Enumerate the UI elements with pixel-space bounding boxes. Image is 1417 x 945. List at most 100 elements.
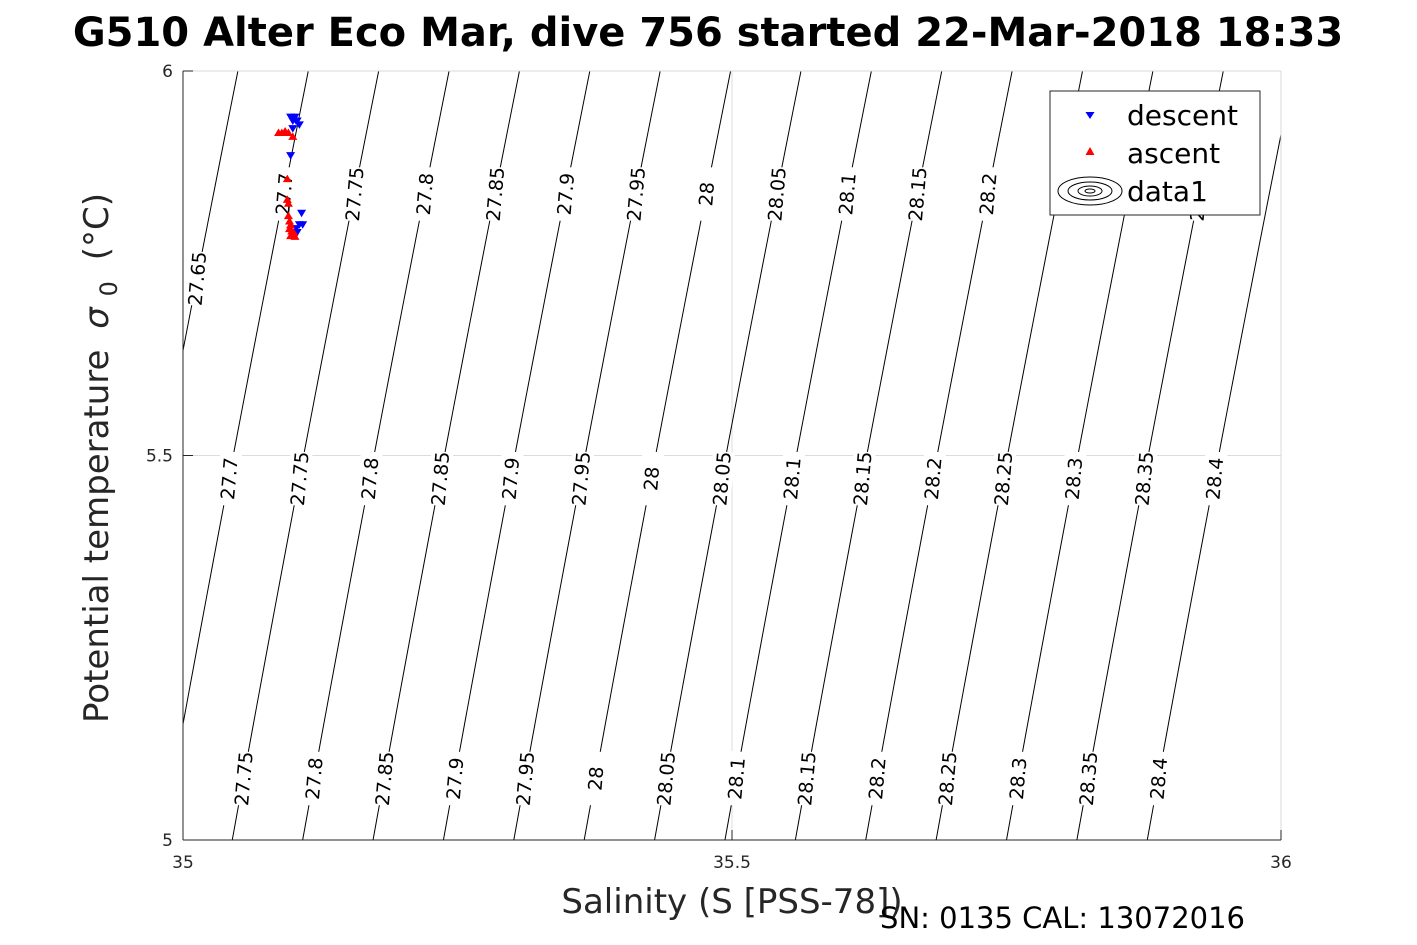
contour-label: 27.65 xyxy=(183,250,211,307)
contour-label-bg xyxy=(356,450,383,507)
x-tick-label: 35.5 xyxy=(713,853,751,873)
contour-label-bg xyxy=(708,450,735,507)
y-axis-label-symbol: σ xyxy=(77,306,117,329)
contour-label-text: 27.8 xyxy=(413,172,439,216)
contour-label-text: 27.9 xyxy=(554,172,580,216)
contour-label-text: 28.35 xyxy=(1076,751,1103,807)
x-tick-label: 35 xyxy=(172,853,194,873)
contour-label-bg xyxy=(511,750,539,807)
contour-label-text: 28.4 xyxy=(1147,757,1173,801)
contour-label-bg xyxy=(933,750,961,807)
contour-label: 27.75 xyxy=(340,166,369,222)
contour-label: 27.8 xyxy=(356,450,384,507)
y-tick-label: 5 xyxy=(162,831,173,851)
contour-label-text: 27.8 xyxy=(302,757,328,801)
contour-label-bg xyxy=(848,450,876,507)
contour-label-bg xyxy=(481,166,509,222)
contour-label-bg xyxy=(285,450,313,507)
contour-label-text: 27.95 xyxy=(513,751,540,807)
ascent-point xyxy=(288,132,298,140)
contour-label: 28 xyxy=(692,166,720,222)
contour-label: 28.05 xyxy=(708,451,736,507)
contour-label: 28.4 xyxy=(1200,450,1228,507)
contour-label-text: 27.75 xyxy=(231,751,258,807)
contour-label: 27.9 xyxy=(441,750,468,807)
contour-label: 28.1 xyxy=(722,750,750,807)
contour-label-text: 27.8 xyxy=(358,457,384,501)
contour-label-text: 28.15 xyxy=(905,166,932,222)
contour-label-text: 27.9 xyxy=(499,457,525,501)
contour-label-bg xyxy=(863,750,891,807)
contour-label-bg xyxy=(778,450,806,507)
contour-label-text: 27.85 xyxy=(483,166,510,222)
descent-point xyxy=(297,209,307,218)
contour-label-bg xyxy=(497,450,524,507)
contour-label: 27.9 xyxy=(552,166,580,222)
contour-label-bg xyxy=(1130,450,1158,507)
contour-label: 28.35 xyxy=(1074,751,1103,807)
contour-label-text: 28.05 xyxy=(764,166,791,222)
legend-contour-icon xyxy=(1057,176,1123,206)
contour-label: 28.2 xyxy=(919,450,947,507)
y-tick-label: 6 xyxy=(162,62,173,82)
contour-label: 28.3 xyxy=(1004,750,1032,807)
contour-label: 27.7 xyxy=(270,166,298,222)
contour-label: 28.2 xyxy=(863,750,891,807)
contour-label: 27.8 xyxy=(300,750,328,807)
contour-label-text: 28.15 xyxy=(850,451,877,507)
y-axis-label: Potential temperature σ 0 (°C) xyxy=(77,193,126,723)
contour-label-bg xyxy=(183,250,211,307)
contour-label-bg xyxy=(1145,750,1172,807)
descent-point xyxy=(298,221,308,229)
contour-label-text: 28 xyxy=(584,766,608,792)
contour-label: 28 xyxy=(582,750,609,807)
contour-label-bg xyxy=(833,166,861,222)
contour-label: 28.05 xyxy=(652,751,680,807)
contour-label-bg xyxy=(1004,750,1032,807)
contour-label: 27.9 xyxy=(497,450,525,507)
tick-labels: 35 35.5 36 5 5.5 6 xyxy=(146,62,1292,873)
contour-label-bg xyxy=(340,166,368,222)
contour-label-bg xyxy=(637,450,665,507)
contour-label-bg xyxy=(974,166,1002,222)
contour-label-bg xyxy=(582,750,609,807)
contour-label-text: 27.85 xyxy=(428,451,455,507)
contour-label: 27.75 xyxy=(230,751,258,807)
legend-data1-label: data1 xyxy=(1127,175,1208,208)
contour-label-text: 28.2 xyxy=(976,172,1002,216)
contour-label-text: 27.7 xyxy=(217,457,243,501)
x-axis-label: Salinity (S [PSS-78]) xyxy=(561,882,902,922)
contour-label: 28.15 xyxy=(903,166,932,222)
descent-point xyxy=(286,152,296,160)
y-axis-label-subscript: 0 xyxy=(95,281,123,296)
contour-label-bg xyxy=(441,750,468,807)
contour-label-bg xyxy=(567,450,595,507)
contour-label-bg xyxy=(411,166,438,222)
contour-label: 28.25 xyxy=(933,750,962,807)
contour-label-text: 27.95 xyxy=(623,166,650,222)
ascent-point xyxy=(282,174,292,183)
contour-label-bg xyxy=(552,166,579,222)
contour-label-text: 28.4 xyxy=(1202,457,1228,501)
contour-label-bg xyxy=(763,166,790,222)
contour-label-bg xyxy=(426,450,454,507)
contour-label: 28.05 xyxy=(763,166,791,222)
contour-label-bg xyxy=(919,450,947,507)
contour-label-text: 28.05 xyxy=(653,751,680,807)
contour-label-bg xyxy=(1200,450,1228,507)
contour-label-text: 27.75 xyxy=(342,166,369,222)
y-axis-label-unit: (°C) xyxy=(77,193,117,260)
x-tick-label: 36 xyxy=(1270,853,1292,873)
ascent-point xyxy=(283,128,293,137)
contour-label-text: 28.2 xyxy=(865,757,891,801)
contour-label: 28.4 xyxy=(1145,750,1173,807)
contour-label: 27.95 xyxy=(567,451,595,507)
ascent-point xyxy=(283,199,293,207)
contour-labels: 27.65 27.7 27.75 27.8 27.85 27.9 27.95 28 28.05 2… xyxy=(183,166,1228,807)
contour-label: 27.85 xyxy=(426,450,455,507)
descent-point xyxy=(288,125,298,133)
ascent-point xyxy=(289,228,299,236)
contour-label-text: 27.85 xyxy=(372,751,399,807)
ascent-point xyxy=(285,216,295,225)
